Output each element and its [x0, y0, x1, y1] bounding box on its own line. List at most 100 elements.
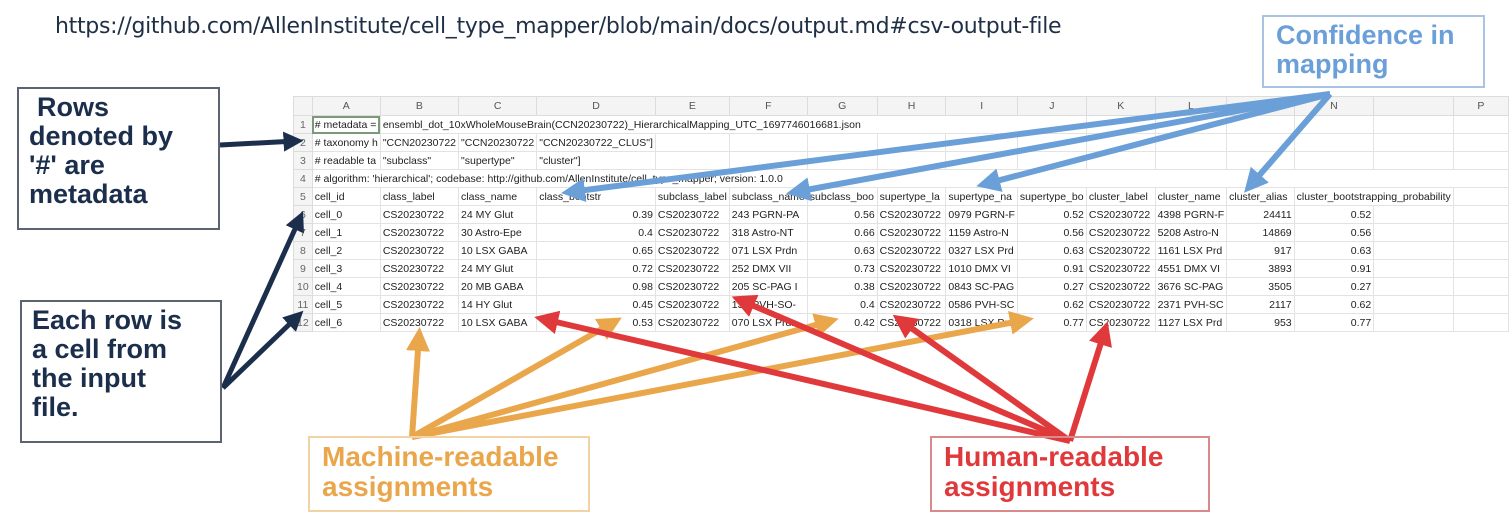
- metadata-cell[interactable]: ensembl_dot_10xWholeMouseBrain(CCN202307…: [379, 115, 1087, 134]
- metadata-cell[interactable]: # readable ta: [311, 151, 381, 170]
- data-cell[interactable]: 0.65: [536, 241, 656, 260]
- column-name-cell[interactable]: cell_id: [311, 187, 381, 206]
- data-cell[interactable]: 0.63: [1293, 241, 1375, 260]
- data-cell[interactable]: CS20230722: [1085, 223, 1156, 242]
- column-name-cell[interactable]: cluster_name: [1154, 187, 1228, 206]
- empty-cell[interactable]: [1293, 115, 1375, 134]
- column-header[interactable]: N: [1293, 96, 1375, 116]
- data-cell[interactable]: 252 DMX VII: [728, 259, 808, 278]
- metadata-cell[interactable]: "CCN20230722: [458, 133, 538, 152]
- data-cell[interactable]: CS20230722: [654, 223, 730, 242]
- column-name-cell[interactable]: class_bootstr: [536, 187, 656, 206]
- data-cell[interactable]: 0.4: [536, 223, 656, 242]
- row-number[interactable]: 2: [293, 133, 313, 152]
- data-cell[interactable]: CS20230722: [876, 205, 947, 224]
- metadata-cell[interactable]: "subclass": [379, 151, 460, 170]
- data-cell[interactable]: CS20230722: [876, 313, 947, 332]
- data-cell[interactable]: CS20230722: [379, 313, 460, 332]
- data-cell[interactable]: cell_3: [311, 259, 381, 278]
- data-cell[interactable]: 10 LSX GABA: [458, 241, 538, 260]
- empty-cell[interactable]: [1373, 241, 1454, 260]
- row-number[interactable]: 10: [293, 277, 313, 296]
- column-header[interactable]: M: [1226, 96, 1295, 116]
- data-cell[interactable]: CS20230722: [876, 277, 947, 296]
- data-cell[interactable]: 1161 LSX Prd: [1154, 241, 1228, 260]
- empty-cell[interactable]: [1373, 295, 1454, 314]
- data-cell[interactable]: CS20230722: [876, 259, 947, 278]
- data-cell[interactable]: CS20230722: [379, 223, 460, 242]
- data-cell[interactable]: CS20230722: [379, 295, 460, 314]
- empty-cell[interactable]: [1293, 151, 1375, 170]
- metadata-cell[interactable]: "supertype": [458, 151, 538, 170]
- empty-cell[interactable]: [945, 151, 1018, 170]
- empty-cell[interactable]: [1154, 151, 1228, 170]
- data-cell[interactable]: 0979 PGRN-F: [945, 205, 1018, 224]
- column-name-cell[interactable]: cluster_alias: [1226, 187, 1295, 206]
- column-name-cell[interactable]: cluster_label: [1085, 187, 1156, 206]
- data-cell[interactable]: 14 HY Glut: [458, 295, 538, 314]
- empty-cell[interactable]: [1452, 205, 1509, 224]
- empty-cell[interactable]: [1373, 277, 1454, 296]
- data-cell[interactable]: 0.52: [1016, 205, 1087, 224]
- empty-cell[interactable]: [1016, 151, 1087, 170]
- data-cell[interactable]: 24 MY Glut: [458, 259, 538, 278]
- data-cell[interactable]: 0327 LSX Prd: [945, 241, 1018, 260]
- data-cell[interactable]: 071 LSX Prdn: [728, 241, 808, 260]
- empty-cell[interactable]: [876, 151, 947, 170]
- empty-cell[interactable]: [1373, 259, 1454, 278]
- empty-cell[interactable]: [728, 151, 808, 170]
- data-cell[interactable]: CS20230722: [876, 223, 947, 242]
- empty-cell[interactable]: [1293, 133, 1375, 152]
- data-cell[interactable]: 0.56: [806, 205, 878, 224]
- row-number[interactable]: 9: [293, 259, 313, 278]
- data-cell[interactable]: cell_5: [311, 295, 381, 314]
- data-cell[interactable]: 0.63: [806, 241, 878, 260]
- data-cell[interactable]: 0.72: [536, 259, 656, 278]
- column-name-cell[interactable]: subclass_label: [654, 187, 730, 206]
- row-number[interactable]: 1: [293, 115, 313, 134]
- data-cell[interactable]: CS20230722: [1085, 241, 1156, 260]
- data-cell[interactable]: cell_4: [311, 277, 381, 296]
- column-name-cell[interactable]: class_label: [379, 187, 460, 206]
- column-header[interactable]: H: [876, 96, 947, 116]
- empty-cell[interactable]: [1452, 241, 1509, 260]
- metadata-cell[interactable]: # algorithm: 'hierarchical'; codebase: h…: [311, 169, 1509, 188]
- empty-cell[interactable]: [1226, 133, 1295, 152]
- row-number[interactable]: 8: [293, 241, 313, 260]
- empty-cell[interactable]: [1373, 133, 1454, 152]
- empty-cell[interactable]: [1373, 313, 1454, 332]
- column-header[interactable]: F: [728, 96, 808, 116]
- column-name-cell[interactable]: subclass_boo: [806, 187, 878, 206]
- data-cell[interactable]: 0.4: [806, 295, 878, 314]
- empty-cell[interactable]: [1085, 151, 1156, 170]
- data-cell[interactable]: 1127 LSX Prd: [1154, 313, 1228, 332]
- column-header[interactable]: E: [654, 96, 730, 116]
- data-cell[interactable]: CS20230722: [1085, 313, 1156, 332]
- data-cell[interactable]: 0.39: [536, 205, 656, 224]
- data-cell[interactable]: CS20230722: [654, 295, 730, 314]
- empty-cell[interactable]: [1452, 313, 1509, 332]
- data-cell[interactable]: 0.38: [806, 277, 878, 296]
- column-name-cell[interactable]: supertype_bo: [1016, 187, 1087, 206]
- data-cell[interactable]: 0.56: [1016, 223, 1087, 242]
- data-cell[interactable]: 0.27: [1293, 277, 1375, 296]
- data-cell[interactable]: 070 LSX Prdn: [728, 313, 808, 332]
- corner-cell[interactable]: [293, 96, 313, 116]
- empty-cell[interactable]: [1226, 115, 1295, 134]
- data-cell[interactable]: 24411: [1226, 205, 1295, 224]
- data-cell[interactable]: 0.27: [1016, 277, 1087, 296]
- column-name-cell[interactable]: class_name: [458, 187, 538, 206]
- data-cell[interactable]: 0.66: [806, 223, 878, 242]
- data-cell[interactable]: 0.52: [1293, 205, 1375, 224]
- metadata-cell[interactable]: # metadata =: [311, 115, 381, 134]
- data-cell[interactable]: CS20230722: [379, 259, 460, 278]
- data-cell[interactable]: CS20230722: [654, 277, 730, 296]
- data-cell[interactable]: 0.91: [1293, 259, 1375, 278]
- empty-cell[interactable]: [1452, 133, 1509, 152]
- data-cell[interactable]: 1159 Astro-N: [945, 223, 1018, 242]
- data-cell[interactable]: CS20230722: [1085, 259, 1156, 278]
- empty-cell[interactable]: [1373, 223, 1454, 242]
- data-cell[interactable]: 10 LSX GABA: [458, 313, 538, 332]
- column-header[interactable]: J: [1016, 96, 1087, 116]
- empty-cell[interactable]: [1452, 187, 1509, 206]
